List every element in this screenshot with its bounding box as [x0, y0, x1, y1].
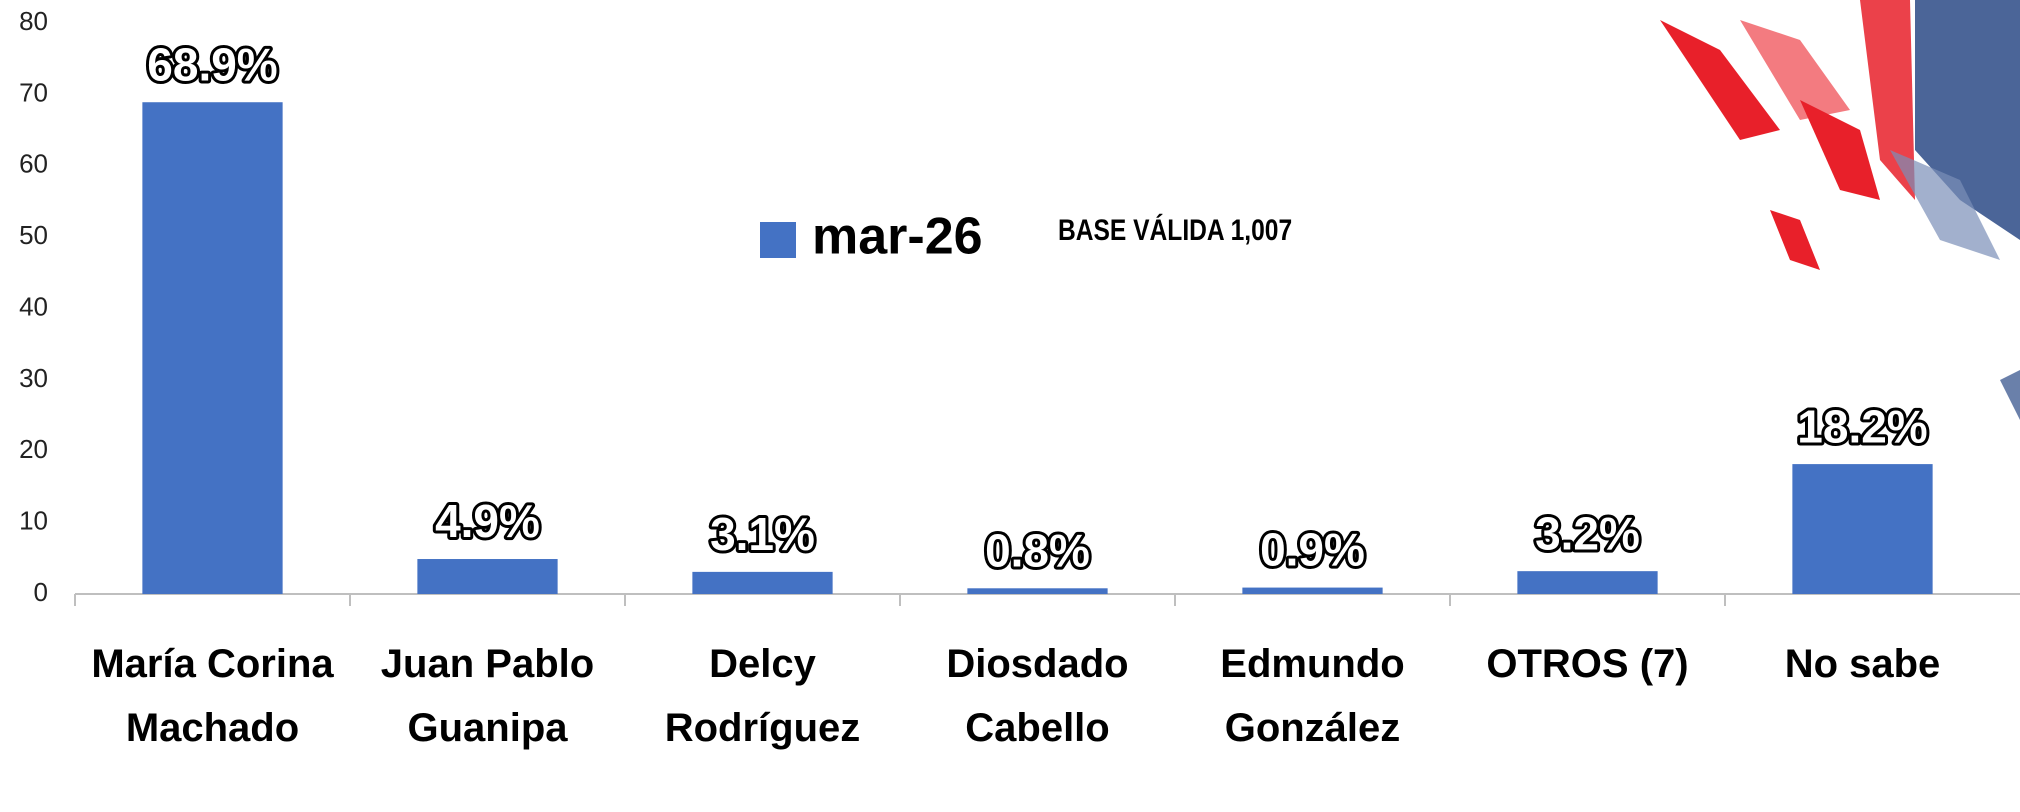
- x-tick-label: Juan Pablo Guanipa: [380, 642, 595, 750]
- legend-label: mar-26: [812, 208, 983, 266]
- y-tick-label: 80: [19, 6, 48, 36]
- value-label: 3.2%: [1535, 507, 1640, 559]
- value-label: 0.8%: [985, 524, 1090, 576]
- bar: [1242, 587, 1383, 594]
- x-tick-label: Edmundo González: [1220, 642, 1405, 750]
- bar: [417, 559, 558, 594]
- y-tick-label: 30: [19, 363, 48, 393]
- x-tick-label: Delcy Rodríguez: [664, 642, 861, 750]
- y-tick-label: 10: [19, 506, 48, 536]
- y-tick-label: 0: [34, 577, 48, 607]
- value-label: 3.1%: [710, 508, 815, 560]
- bar: [1517, 571, 1658, 594]
- decoration: [1660, 0, 2020, 420]
- x-tick-label: No sabe: [1784, 642, 1941, 686]
- y-tick-label: 40: [19, 291, 48, 321]
- y-tick-label: 60: [19, 149, 48, 179]
- legend-swatch: [760, 222, 796, 258]
- bar: [1792, 464, 1933, 594]
- bar: [967, 588, 1108, 594]
- y-tick-label: 20: [19, 434, 48, 464]
- value-label: 4.9%: [435, 495, 540, 547]
- annotation: BASE VÁLIDA 1,007: [1058, 213, 1292, 247]
- value-label: 0.9%: [1260, 524, 1365, 576]
- x-tick-label: María Corina Machado: [91, 642, 334, 750]
- value-label: 68.9%: [147, 38, 277, 90]
- y-tick-label: 70: [19, 77, 48, 107]
- bar: [142, 102, 283, 594]
- bar: [692, 571, 833, 594]
- x-tick-label: Diosdado Cabello: [946, 642, 1129, 750]
- x-tick-label: OTROS (7): [1486, 642, 1689, 686]
- y-tick-label: 50: [19, 220, 48, 250]
- value-label: 18.2%: [1797, 400, 1927, 452]
